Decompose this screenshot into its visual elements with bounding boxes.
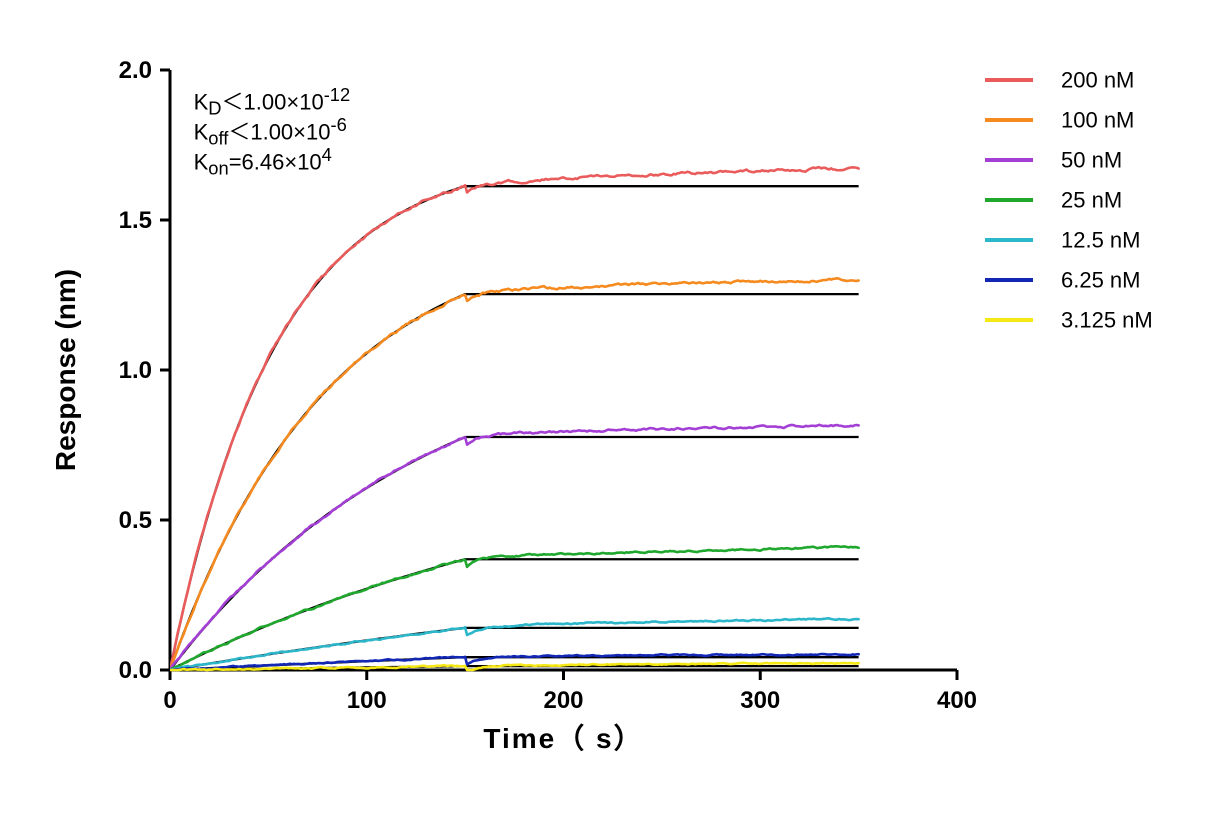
binding-kinetics-chart: 0 100 200 300 400 0.0 0.5 1.0 1.5 2.0 Response (nm… [0,0,1232,825]
x-tick-label: 300 [740,687,780,714]
measured-curve-100 [170,278,859,670]
x-tick-label: 400 [937,687,977,714]
x-tick-label: 100 [347,687,387,714]
y-tick-label: 1.0 [119,357,152,384]
plot-area [170,167,859,670]
y-axis-label: Response (nm) [50,269,81,471]
legend: 200 nM 100 nM 50 nM 25 nM 12.5 nM 6.25 nM 3.12… [985,67,1153,332]
chart-container: 0 100 200 300 400 0.0 0.5 1.0 1.5 2.0 Response (nm… [0,0,1232,825]
measured-curve-50 [170,425,859,670]
legend-label: 100 nM [1061,107,1134,132]
y-tick-label: 2.0 [119,57,152,84]
x-tick-label: 0 [163,687,176,714]
legend-label: 200 nM [1061,67,1134,92]
y-tick-label: 0.5 [119,507,152,534]
legend-label: 12.5 nM [1061,227,1141,252]
legend-label: 50 nM [1061,147,1122,172]
measured-curve-12.5 [170,618,859,669]
measured-curve-25 [170,546,859,670]
kinetics-annotation: KD＜1.00×10-12Koff＜1.00×10-6Kon=6.46×104 [194,84,514,182]
fit-curve-50 [170,437,859,670]
legend-label: 25 nM [1061,187,1122,212]
y-tick-label: 1.5 [119,207,152,234]
measured-curve-200 [170,167,859,669]
x-tick-label: 200 [543,687,583,714]
y-tick-label: 0.0 [119,657,152,684]
legend-label: 3.125 nM [1061,307,1153,332]
legend-label: 6.25 nM [1061,267,1141,292]
x-axis-label: Time（ s） [483,722,643,754]
annotation-line: Kon=6.46×104 [194,144,514,182]
